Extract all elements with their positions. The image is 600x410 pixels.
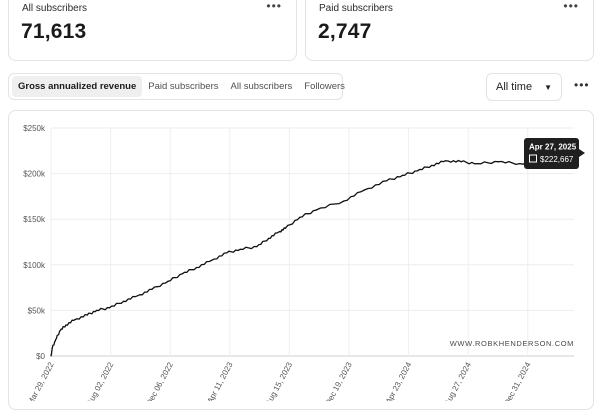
chevron-down-icon: ▼ — [544, 83, 552, 92]
y-axis: $0 $50k $100k $150k $200k $250k — [23, 124, 46, 361]
y-tick-label: $200k — [23, 170, 46, 179]
revenue-point — [268, 237, 270, 239]
x-tick-label: Apr 23, 2024 — [384, 360, 414, 401]
x-tick-label: Dec 31, 2024 — [502, 360, 533, 401]
time-range-value: All time — [496, 81, 533, 93]
paid-subscribers-more-icon[interactable]: ••• — [563, 0, 579, 13]
tooltip-series-swatch — [529, 154, 537, 163]
revenue-point — [55, 339, 57, 341]
revenue-point — [50, 355, 52, 357]
revenue-point — [151, 288, 153, 290]
chart-grid — [50, 127, 574, 357]
revenue-point — [74, 318, 76, 321]
y-tick-label: $0 — [36, 352, 45, 361]
revenue-point — [460, 161, 462, 163]
revenue-point — [65, 324, 67, 326]
x-tick-label: Mar 29, 2022 — [26, 360, 56, 401]
revenue-point — [109, 307, 111, 309]
paid-subscribers-label: Paid subscribers — [319, 3, 393, 14]
revenue-point — [445, 160, 447, 162]
tooltip-box — [524, 138, 579, 169]
all-subscribers-value: 71,613 — [21, 20, 87, 43]
revenue-point — [239, 248, 241, 250]
revenue-point — [386, 180, 388, 182]
y-tick-label: $100k — [23, 261, 46, 270]
x-tick-label: Aug 02, 2022 — [85, 360, 116, 401]
revenue-point — [315, 209, 317, 211]
revenue-point — [211, 259, 213, 261]
y-tick-label: $250k — [23, 124, 46, 133]
revenue-series — [50, 152, 575, 357]
all-subscribers-more-icon[interactable]: ••• — [266, 0, 282, 13]
revenue-point — [497, 161, 499, 163]
time-range-select[interactable]: All time ▼ — [486, 73, 562, 101]
revenue-chart[interactable]: $0 $50k $100k $150k $200k $250k Mar 29, 2022 A… — [9, 111, 595, 407]
x-axis: Mar 29, 2022 Aug 02, 2022 Dec 06, 2022 Apr … — [26, 360, 533, 407]
revenue-point — [299, 216, 301, 218]
revenue-point — [256, 246, 258, 248]
revenue-point — [431, 164, 433, 166]
revenue-point — [167, 280, 169, 282]
y-tick-label: $150k — [23, 215, 46, 224]
tab-all-subscribers[interactable]: All subscribers — [230, 81, 293, 92]
all-subscribers-label: All subscribers — [22, 3, 88, 14]
tooltip-pointer — [579, 149, 585, 157]
y-tick-label: $50k — [28, 306, 46, 315]
revenue-point — [96, 309, 98, 311]
x-tick-label: Aug 15, 2023 — [264, 360, 295, 401]
revenue-point — [476, 163, 478, 165]
tooltip-date: Apr 27, 2025 — [529, 143, 577, 152]
revenue-point — [363, 189, 365, 191]
paid-subscribers-card[interactable]: Paid subscribers 2,747 ••• — [305, 0, 594, 61]
x-tick-label: Dec 06, 2022 — [145, 360, 176, 401]
revenue-point — [226, 252, 228, 254]
tab-followers[interactable]: Followers — [304, 81, 345, 92]
revenue-point — [181, 273, 183, 275]
page-more-icon[interactable]: ••• — [574, 78, 590, 92]
revenue-point — [519, 163, 521, 165]
revenue-point — [195, 266, 198, 269]
revenue-point — [284, 227, 286, 229]
revenue-point — [401, 174, 404, 176]
revenue-point — [416, 170, 418, 172]
revenue-line — [50, 152, 575, 357]
paid-subscribers-value: 2,747 — [318, 20, 372, 43]
revenue-point — [51, 347, 54, 349]
tab-paid-subscribers[interactable]: Paid subscribers — [148, 81, 219, 92]
revenue-point — [278, 231, 280, 233]
x-tick-label: Apr 11, 2023 — [205, 360, 234, 401]
metric-tabs: Gross annualized revenue Paid subscriber… — [8, 73, 345, 100]
revenue-point — [59, 329, 61, 332]
x-tick-label: Aug 27, 2024 — [443, 360, 474, 401]
x-tick-label: Dec 19, 2023 — [323, 360, 354, 401]
revenue-point — [86, 314, 88, 316]
tab-gross-annualized-revenue[interactable]: Gross annualized revenue — [12, 76, 143, 97]
chart-tooltip: Apr 27, 2025 $222,667 — [524, 138, 585, 169]
revenue-point — [122, 300, 125, 302]
revenue-chart-card: $0 $50k $100k $150k $200k $250k Mar 29, 2022 A… — [8, 110, 594, 410]
all-subscribers-card[interactable]: All subscribers 71,613 ••• — [8, 0, 297, 61]
revenue-point — [343, 200, 345, 202]
watermark-text: WWW.ROBKHENDERSON.COM — [450, 339, 574, 348]
revenue-point — [136, 295, 139, 297]
tooltip-value: $222,667 — [540, 155, 574, 164]
